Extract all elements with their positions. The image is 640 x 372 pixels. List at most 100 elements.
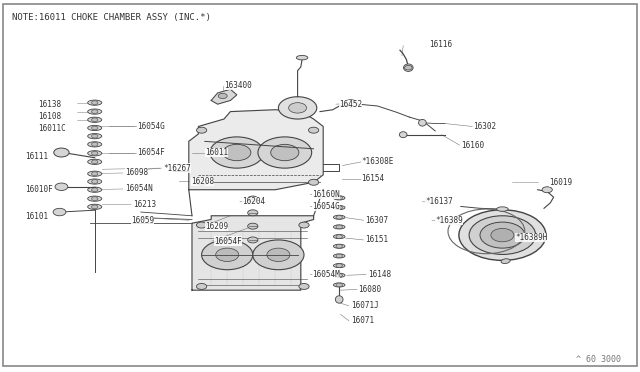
Ellipse shape — [333, 234, 345, 239]
Text: 16208: 16208 — [191, 177, 214, 186]
Circle shape — [248, 223, 258, 229]
Circle shape — [53, 208, 66, 216]
Text: 16213: 16213 — [133, 200, 156, 209]
Text: 16151: 16151 — [365, 235, 388, 244]
Circle shape — [210, 137, 264, 168]
Text: 16154: 16154 — [362, 174, 385, 183]
Circle shape — [196, 179, 207, 185]
Text: 16307: 16307 — [365, 216, 388, 225]
Ellipse shape — [88, 100, 102, 105]
Text: 16302: 16302 — [474, 122, 497, 131]
Text: NOTE:16011 CHOKE CHAMBER ASSY (INC.*): NOTE:16011 CHOKE CHAMBER ASSY (INC.*) — [12, 13, 211, 22]
Circle shape — [92, 151, 98, 155]
Ellipse shape — [404, 64, 413, 71]
Polygon shape — [189, 110, 323, 190]
Circle shape — [336, 235, 342, 238]
Ellipse shape — [333, 244, 345, 248]
Circle shape — [336, 225, 342, 229]
Text: 16054F: 16054F — [138, 148, 165, 157]
Text: 16059: 16059 — [131, 216, 154, 225]
Circle shape — [336, 244, 342, 248]
Text: 16054G: 16054G — [138, 122, 165, 131]
Text: 16010F: 16010F — [26, 185, 53, 194]
Circle shape — [258, 137, 312, 168]
Circle shape — [308, 127, 319, 133]
Circle shape — [92, 188, 98, 192]
Circle shape — [267, 248, 290, 262]
Text: 163400: 163400 — [224, 81, 252, 90]
Ellipse shape — [333, 196, 345, 200]
Ellipse shape — [333, 205, 345, 209]
Circle shape — [54, 148, 69, 157]
Circle shape — [248, 237, 258, 243]
Circle shape — [223, 144, 251, 161]
Ellipse shape — [88, 187, 102, 192]
Circle shape — [308, 179, 319, 185]
Circle shape — [336, 215, 342, 219]
Circle shape — [55, 183, 68, 190]
Circle shape — [336, 254, 342, 258]
Circle shape — [459, 210, 546, 260]
Ellipse shape — [335, 296, 343, 303]
Circle shape — [248, 210, 258, 216]
Text: 16160N: 16160N — [312, 190, 340, 199]
Text: 16054F: 16054F — [214, 237, 242, 246]
Ellipse shape — [501, 259, 510, 263]
Text: 16080: 16080 — [358, 285, 381, 294]
Ellipse shape — [399, 132, 407, 138]
Text: 16160: 16160 — [461, 141, 484, 150]
Circle shape — [336, 196, 342, 200]
Circle shape — [253, 240, 304, 270]
Ellipse shape — [296, 55, 308, 60]
Ellipse shape — [88, 109, 102, 114]
Text: 16452: 16452 — [339, 100, 362, 109]
Circle shape — [248, 196, 258, 202]
Ellipse shape — [88, 179, 102, 184]
Circle shape — [469, 216, 536, 254]
Polygon shape — [211, 89, 237, 104]
Text: 16108: 16108 — [38, 112, 61, 121]
Circle shape — [92, 118, 98, 122]
Ellipse shape — [88, 142, 102, 147]
Text: 16101: 16101 — [26, 212, 49, 221]
Ellipse shape — [88, 204, 102, 209]
Circle shape — [92, 205, 98, 209]
Ellipse shape — [333, 254, 345, 258]
Text: 16054M: 16054M — [312, 270, 340, 279]
Text: 16011C: 16011C — [38, 124, 66, 133]
Circle shape — [271, 144, 299, 161]
Text: *16308E: *16308E — [362, 157, 394, 166]
Circle shape — [289, 103, 307, 113]
Circle shape — [92, 172, 98, 176]
Text: *16137: *16137 — [426, 197, 453, 206]
Ellipse shape — [333, 263, 345, 268]
Circle shape — [218, 93, 227, 99]
Ellipse shape — [333, 283, 345, 287]
Ellipse shape — [497, 207, 508, 211]
Circle shape — [92, 197, 98, 201]
Text: 16054N: 16054N — [125, 185, 152, 193]
Circle shape — [92, 101, 98, 105]
Text: 16116: 16116 — [429, 40, 452, 49]
Circle shape — [92, 160, 98, 164]
Text: 16019: 16019 — [549, 178, 572, 187]
Text: *16389: *16389 — [435, 216, 463, 225]
Circle shape — [216, 248, 239, 262]
Circle shape — [336, 206, 342, 209]
Ellipse shape — [88, 151, 102, 156]
Circle shape — [336, 273, 342, 277]
Circle shape — [92, 126, 98, 130]
Text: 16111: 16111 — [26, 152, 49, 161]
Text: *16389H: *16389H — [515, 233, 548, 242]
Text: 16071: 16071 — [351, 316, 374, 325]
Circle shape — [299, 222, 309, 228]
Circle shape — [344, 100, 357, 107]
Circle shape — [299, 283, 309, 289]
Circle shape — [92, 180, 98, 183]
Circle shape — [196, 127, 207, 133]
Circle shape — [196, 222, 207, 228]
Ellipse shape — [88, 134, 102, 139]
Text: 16071J: 16071J — [351, 301, 378, 310]
Ellipse shape — [419, 119, 426, 126]
Ellipse shape — [333, 225, 345, 229]
